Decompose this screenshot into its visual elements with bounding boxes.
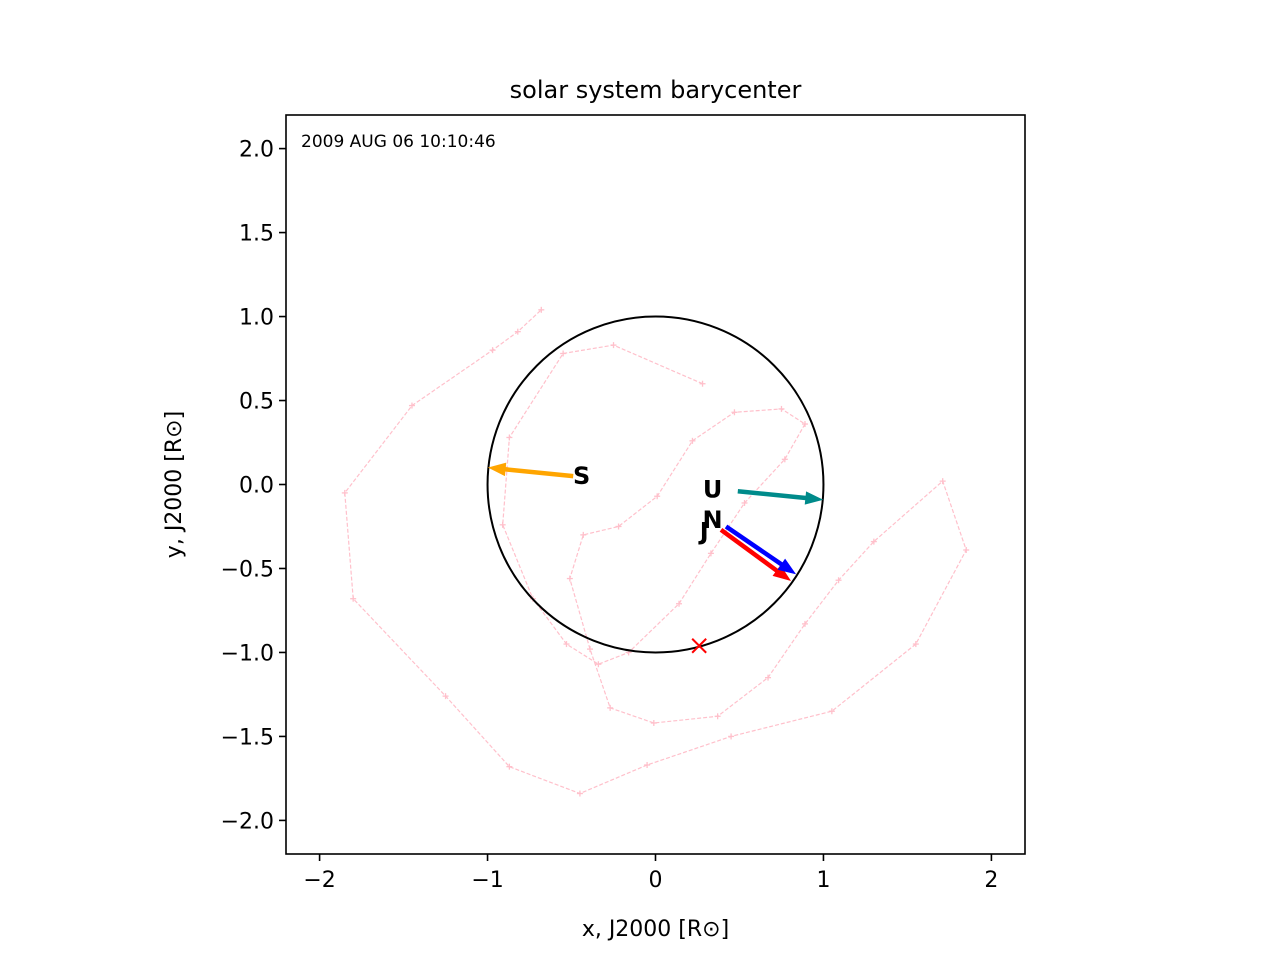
barycenter-path-point <box>731 409 738 416</box>
y-tick-label: −1.0 <box>221 641 274 666</box>
barycenter-path-point <box>514 328 521 335</box>
barycenter-path-line <box>344 309 967 795</box>
x-tick-label: −2 <box>303 868 335 893</box>
barycenter-path-point <box>560 350 567 357</box>
y-axis-ticks: 2.0 1.5 1.0 0.5 0.0 −0.5 −1.0 −1.5 −2.0 <box>221 138 286 834</box>
barycenter-path-point <box>939 478 946 485</box>
x-axis-ticks: −2 −1 0 1 2 <box>303 854 998 893</box>
barycenter-path-point <box>580 531 587 538</box>
planet-arrow-s <box>487 462 574 479</box>
barycenter-path-point <box>912 641 919 648</box>
barycenter-path-point <box>835 577 842 584</box>
y-tick-label: 1.5 <box>239 222 274 247</box>
y-axis-label: y, J2000 [R⊙] <box>162 411 187 558</box>
barycenter-path-point <box>714 713 721 720</box>
barycenter-path-point <box>538 306 545 313</box>
barycenter-path-point <box>676 600 683 607</box>
barycenter-path-point <box>778 405 785 412</box>
barycenter-path-point <box>689 437 696 444</box>
barycenter-path-point <box>654 493 661 500</box>
y-tick-label: 0.0 <box>239 474 274 499</box>
planet-arrow-n <box>724 524 797 575</box>
barycenter-path-point <box>566 575 573 582</box>
barycenter-path-point <box>563 641 570 648</box>
y-tick-label: −0.5 <box>221 557 274 582</box>
barycenter-path-point <box>499 521 506 528</box>
x-tick-label: 1 <box>816 868 830 893</box>
barycenter-path-point <box>699 380 706 387</box>
planet-label-n: N <box>703 506 723 534</box>
barycenter-path-point <box>870 538 877 545</box>
barycenter-path-point <box>781 456 788 463</box>
planet-label-u: U <box>703 476 723 504</box>
barycenter-path-point <box>607 704 614 711</box>
sun-circle <box>486 315 825 654</box>
y-tick-label: 2.0 <box>239 138 274 163</box>
plot-area: J S UN <box>341 306 970 797</box>
x-axis-label: x, J2000 [R⊙] <box>582 917 729 942</box>
current-position-marker <box>691 638 707 654</box>
chart-title: solar system barycenter <box>510 76 802 104</box>
barycenter-path-point <box>650 719 657 726</box>
barycenter-path-point <box>442 693 449 700</box>
x-tick-label: 0 <box>649 868 663 893</box>
planet-arrow-j <box>719 528 792 582</box>
y-tick-label: −1.5 <box>221 725 274 750</box>
y-tick-label: 1.0 <box>239 306 274 331</box>
barycenter-path-point <box>595 661 602 668</box>
y-tick-label: −2.0 <box>221 809 274 834</box>
barycenter-path-point <box>408 402 415 409</box>
x-tick-label: −1 <box>471 868 503 893</box>
barycenter-path-point <box>615 523 622 530</box>
barycenter-path-point <box>489 347 496 354</box>
barycenter-path-point <box>707 550 714 557</box>
barycenter-path-point <box>963 547 970 554</box>
barycenter-path-point <box>610 342 617 349</box>
barycenter-path-point <box>506 763 513 770</box>
barycenter-path-point <box>576 790 583 797</box>
barycenter-path-point <box>728 733 735 740</box>
planet-label-j: J <box>698 518 709 546</box>
barycenter-path-point <box>644 761 651 768</box>
barycenter-path-point <box>341 489 348 496</box>
barycenter-path-point <box>350 595 357 602</box>
barycenter-path-point <box>801 620 808 627</box>
planet-label-s: S <box>573 462 590 490</box>
timestamp-annotation: 2009 AUG 06 10:10:46 <box>301 132 496 152</box>
barycenter-path-point <box>765 674 772 681</box>
barycenter-path-point <box>741 499 748 506</box>
barycenter-path-point <box>506 434 513 441</box>
barycenter-path-point <box>801 421 808 428</box>
x-tick-label: 2 <box>984 868 998 893</box>
barycenter-path-point <box>828 708 835 715</box>
y-tick-label: 0.5 <box>239 390 274 415</box>
planet-arrow-u <box>737 488 824 505</box>
barycenter-path-point <box>586 646 593 653</box>
